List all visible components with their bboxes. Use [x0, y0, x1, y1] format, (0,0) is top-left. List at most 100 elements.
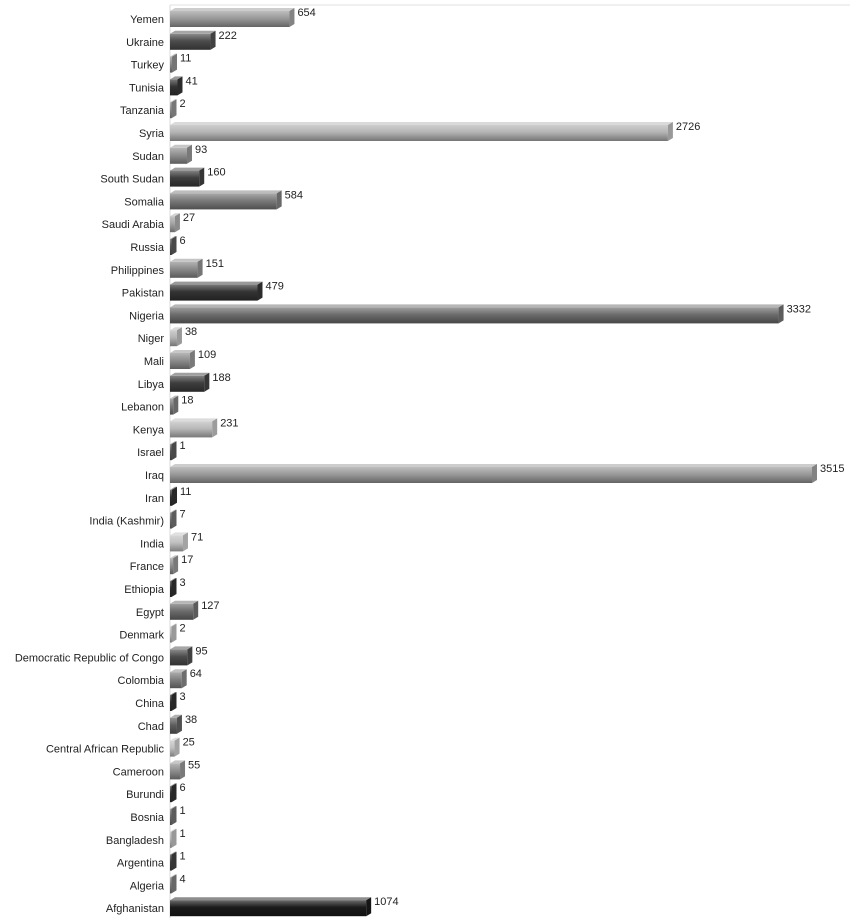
bar-group: Chad 38 [138, 714, 197, 734]
bar-end-face [171, 828, 177, 848]
value-label: 2 [180, 98, 186, 110]
value-label: 654 [297, 7, 315, 19]
bar [170, 740, 175, 757]
bar-top-face [170, 99, 177, 103]
bar-end-face [173, 555, 179, 575]
bar-end-face [172, 53, 178, 73]
bar-end-face [257, 281, 263, 301]
value-label: 3515 [820, 463, 844, 475]
bar-top-face [170, 851, 177, 855]
value-label: 1 [180, 805, 186, 817]
bar-top-face [170, 304, 784, 308]
bar-top-face [170, 897, 372, 901]
bar [170, 717, 177, 734]
bar-top-face [170, 167, 205, 171]
bar-top-face [170, 76, 183, 80]
value-label: 1074 [374, 896, 398, 908]
bar-end-face [197, 258, 203, 278]
bar-end-face [171, 874, 177, 894]
bar-group: Saudi Arabia 27 [102, 212, 195, 233]
value-label: 231 [220, 417, 238, 429]
bar-top-face [170, 646, 193, 650]
category-label: Tunisia [129, 82, 165, 94]
bar-group: Pakistan 479 [122, 281, 284, 301]
bar-top-face [170, 669, 187, 673]
value-label: 109 [198, 349, 216, 361]
bar-group: Central African Republic 25 [46, 737, 195, 757]
value-label: 11 [180, 486, 191, 498]
bar-top-face [170, 714, 182, 718]
bar-end-face [204, 372, 210, 392]
bar [170, 307, 779, 324]
value-label: 27 [183, 212, 195, 224]
bar-end-face [171, 441, 177, 461]
value-label: 18 [181, 395, 193, 407]
category-label: Lebanon [121, 402, 164, 414]
bar [170, 421, 213, 438]
bar-group: Philippines 151 [111, 258, 224, 278]
category-label: Nigeria [129, 310, 165, 322]
value-label: 25 [183, 737, 195, 749]
bar [170, 900, 367, 917]
bar-end-face [186, 144, 192, 164]
category-label: Tanzania [120, 105, 165, 117]
bar [170, 558, 174, 575]
value-label: 2 [180, 623, 186, 635]
bar [170, 695, 172, 711]
category-label: Egypt [136, 607, 164, 619]
bar-group: Syria 2726 [139, 121, 700, 141]
bar [170, 147, 187, 164]
bar-end-face [171, 692, 177, 711]
bar-top-face [170, 258, 203, 262]
category-label: Yemen [130, 14, 164, 26]
bar-end-face [171, 806, 177, 825]
bar-end-face [171, 99, 177, 119]
category-label: France [130, 561, 164, 573]
bar [170, 603, 194, 620]
bar-end-face [171, 623, 177, 643]
value-label: 1 [180, 828, 186, 840]
bar-group: Libya 188 [138, 372, 231, 392]
bar-top-face [170, 692, 177, 695]
category-label: Iraq [145, 470, 164, 482]
bar-top-face [170, 372, 210, 376]
bar-group: Bosnia 1 [130, 805, 186, 825]
bar-end-face [171, 578, 177, 597]
bar-group: China 3 [135, 691, 186, 711]
bar [170, 193, 277, 210]
bar-top-face [170, 213, 180, 217]
bar-end-face [180, 760, 186, 780]
bar-end-face [174, 737, 180, 757]
value-label: 479 [265, 281, 283, 293]
category-label: Cameroon [113, 766, 164, 778]
bar-group: Afghanistan 1074 [106, 896, 399, 917]
category-label: Sudan [132, 151, 164, 163]
bar-end-face [176, 327, 182, 347]
bar-top-face [170, 623, 177, 627]
bar-group: Russia 6 [130, 235, 186, 255]
bar-top-face [170, 395, 179, 399]
category-label: Colombia [118, 675, 165, 687]
value-label: 41 [185, 75, 197, 87]
category-label: Saudi Arabia [102, 219, 165, 231]
bar-group: Cameroon 55 [113, 759, 200, 780]
bar-top-face [170, 30, 216, 34]
bar [170, 489, 173, 506]
bar-group: South Sudan 160 [100, 167, 226, 187]
bar-top-face [170, 509, 177, 513]
value-label: 17 [181, 554, 193, 566]
bar-group: Yemen 654 [130, 7, 316, 27]
category-label: Bosnia [130, 812, 165, 824]
bar-top-face [170, 144, 192, 148]
bar-group: Iraq 3515 [145, 463, 844, 483]
value-label: 38 [185, 714, 197, 726]
category-label: Mali [144, 356, 164, 368]
bar [170, 649, 188, 666]
bar-end-face [193, 600, 199, 620]
value-label: 64 [190, 668, 202, 680]
bar-end-face [173, 395, 179, 415]
bar-group: Mali 109 [144, 349, 216, 369]
bar-top-face [170, 828, 177, 832]
bar [170, 786, 172, 803]
